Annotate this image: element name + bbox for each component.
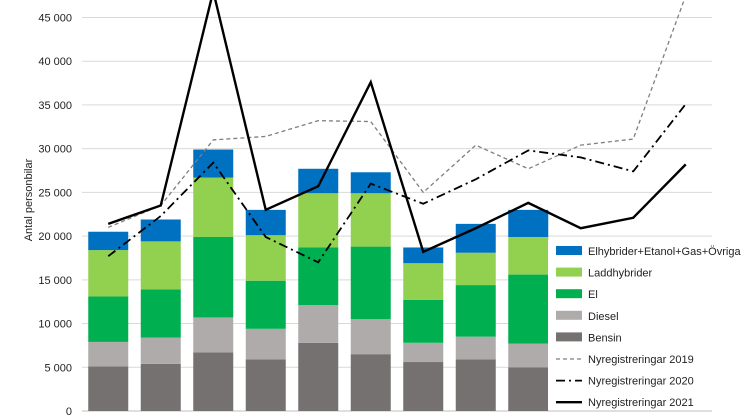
bar-segment [193,352,234,411]
bar-segment [88,231,129,251]
bar-segment [455,252,496,286]
legend-label: Nyregistreringar 2019 [588,354,694,366]
y-tick-label: 25 000 [38,187,72,199]
bar-segment [298,342,339,411]
bar-segment [245,209,286,236]
y-tick-label: 20 000 [38,231,72,243]
bar-segment [140,337,181,364]
bar-segment [298,247,339,306]
bar-segment [88,341,129,367]
y-tick-label: 40 000 [38,56,72,68]
bar-segment [298,193,339,248]
bar-segment [508,274,549,344]
y-tick-label: 10 000 [38,319,72,331]
bar-segment [350,319,391,355]
bar-segment [193,236,234,318]
bar-segment [350,354,391,411]
y-tick-labels: 0 5 000 10 000 15 000 20 000 25 000 30 000 35 0… [38,12,72,418]
bar-segment [350,193,391,247]
bar-segment [455,285,496,337]
bar-segment [403,299,444,343]
bar-segment [193,177,234,237]
y-tick-label: 0 [66,406,72,418]
bar-segment [88,296,129,342]
legend-label: Diesel [588,311,619,323]
legend-swatch [556,332,582,342]
bar-segment [140,289,181,338]
legend-swatch [556,246,582,255]
bar-segment [403,362,444,411]
gridlines [82,16,712,412]
legend-swatch [556,289,582,299]
legend-label: Nyregistreringar 2020 [588,376,694,388]
bar-segment [245,328,286,360]
bar-segment [508,367,549,411]
bar-segment [403,247,444,264]
bar-segment [350,246,391,320]
bar-segment [88,250,129,297]
stacked-bars [88,149,549,411]
series-line [107,103,687,264]
legend-label: Elhybrider+Etanol+Gas+Övriga [588,246,741,258]
bar-segment [508,236,549,275]
line-series [107,0,687,264]
bar-segment [298,168,339,194]
bar-segment [245,280,286,329]
legend-label: Laddhybrider [588,268,653,280]
bar-segment [245,359,286,411]
bar-segment [298,305,339,343]
bar-segment [245,235,286,281]
y-tick-label: 35 000 [38,100,72,112]
y-tick-label: 45 000 [38,12,72,24]
bar-segment [403,263,444,300]
bar-segment [193,317,234,353]
bar-segment [508,209,549,237]
y-tick-label: 30 000 [38,144,72,156]
legend-label: Nyregistreringar 2021 [588,397,694,409]
y-tick-label: 5 000 [44,362,72,374]
bar-segment [455,336,496,360]
bar-segment [140,363,181,411]
bar-segment [508,343,549,368]
legend: Elhybrider+Etanol+Gas+Övriga Laddhybrider… [548,240,746,410]
series-line [108,0,685,228]
y-axis-label: Antal personbilar [23,158,35,241]
bar-segment [455,359,496,411]
legend-label: Bensin [588,332,622,344]
legend-label: El [588,289,598,301]
series-line [107,0,687,254]
bar-segment [140,219,181,242]
legend-swatch [556,310,582,320]
bar-segment [140,241,181,290]
y-tick-label: 15 000 [38,275,72,287]
legend-swatch [556,267,582,277]
bar-segment [403,342,444,363]
bar-segment [88,366,129,411]
